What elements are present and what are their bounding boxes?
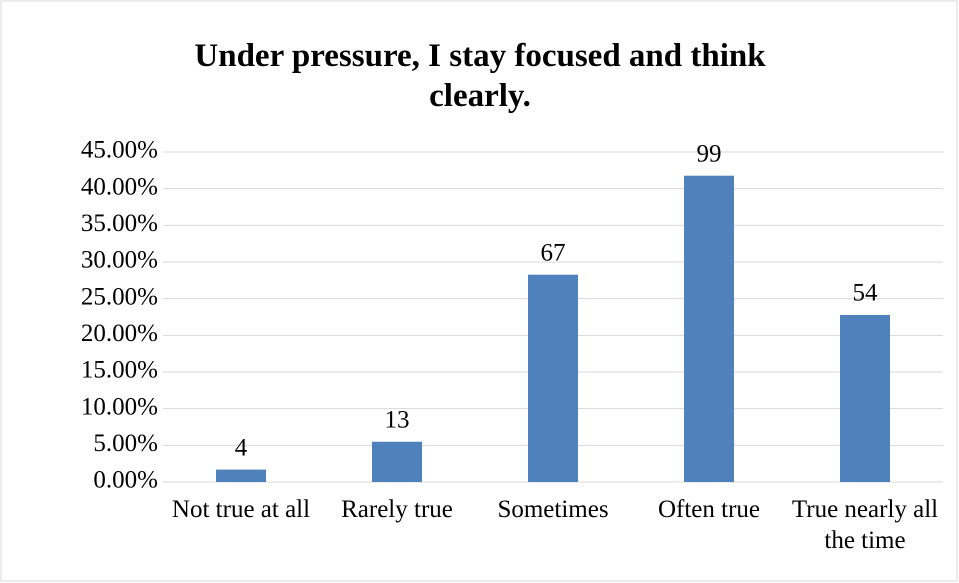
y-tick-label: 20.00%	[81, 320, 158, 347]
bar	[372, 441, 422, 482]
chart-title: Under pressure, I stay focused and think…	[194, 38, 766, 114]
y-tick-label: 45.00%	[81, 137, 158, 164]
bar	[216, 469, 266, 482]
data-label: 99	[697, 140, 722, 167]
y-tick-label: 15.00%	[81, 357, 158, 384]
bar	[684, 175, 734, 483]
x-tick-label: Often true	[657, 496, 761, 523]
data-label: 4	[235, 434, 248, 461]
x-tick-label: True nearly all the time	[791, 496, 939, 554]
x-tick-label: Sometimes	[497, 496, 609, 523]
x-tick-label: Not true at all	[171, 496, 311, 523]
data-label: 54	[853, 280, 879, 307]
y-tick-label: 5.00%	[93, 430, 158, 457]
bar	[840, 314, 890, 482]
y-tick-label: 35.00%	[81, 210, 158, 237]
data-label: 67	[541, 239, 566, 266]
data-label: 13	[385, 406, 410, 433]
y-tick-label: 10.00%	[81, 393, 158, 420]
y-tick-label: 0.00%	[93, 467, 158, 494]
y-tick-label: 25.00%	[81, 283, 158, 310]
x-tick-label: Rarely true	[341, 496, 453, 523]
y-tick-label: 40.00%	[81, 173, 158, 200]
y-tick-label: 30.00%	[81, 247, 158, 274]
bar	[528, 274, 578, 482]
